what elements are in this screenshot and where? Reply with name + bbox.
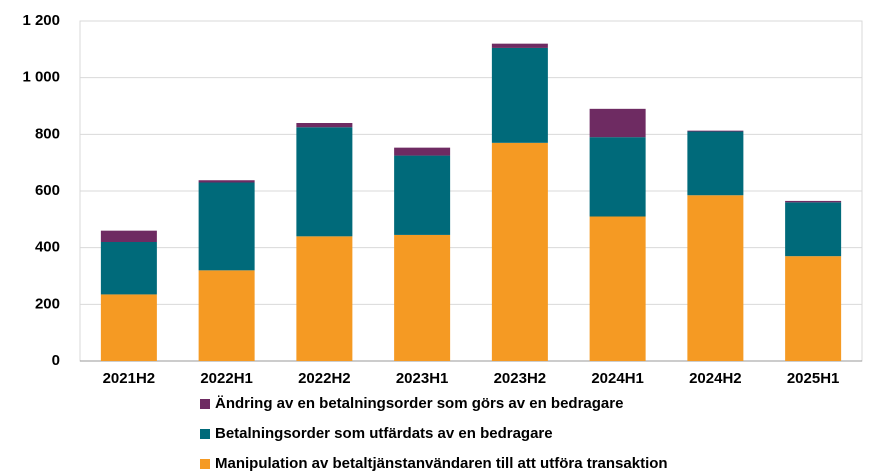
legend-label: Betalningsorder som utfärdats av en bedr…	[215, 425, 553, 442]
bar-segment	[100, 230, 157, 242]
bar-segment	[589, 137, 646, 217]
bar-segment	[198, 180, 255, 183]
y-tick-label: 800	[35, 125, 60, 142]
x-tick-label: 2024H1	[591, 370, 644, 387]
x-tick-label: 2022H2	[298, 370, 351, 387]
legend-swatch	[200, 429, 210, 439]
y-tick-label: 1 000	[22, 69, 60, 86]
bar-segment	[589, 108, 646, 138]
bar-segment	[785, 202, 842, 257]
y-tick-label: 600	[35, 182, 60, 199]
x-tick-label: 2021H2	[103, 370, 156, 387]
x-tick-label: 2024H2	[689, 370, 742, 387]
bar-segment	[100, 242, 157, 295]
bar-segment	[394, 155, 451, 235]
bar-segment	[785, 200, 842, 203]
y-tick-label: 0	[52, 352, 60, 369]
legend-swatch	[200, 459, 210, 469]
y-tick-label: 400	[35, 239, 60, 256]
bar-segment	[394, 147, 451, 156]
bar-segment	[785, 256, 842, 361]
legend-label: Manipulation av betaltjänstanvändaren ti…	[215, 455, 668, 472]
x-tick-label: 2023H2	[494, 370, 547, 387]
bar-segment	[394, 234, 451, 361]
bar-segment	[589, 216, 646, 361]
bar-segment	[296, 127, 353, 237]
bar-segment	[687, 195, 744, 361]
bar-segment	[687, 130, 744, 132]
y-tick-label: 200	[35, 295, 60, 312]
x-tick-label: 2025H1	[787, 370, 840, 387]
bar-segment	[198, 182, 255, 271]
legend-swatch	[200, 399, 210, 409]
x-tick-label: 2023H1	[396, 370, 449, 387]
bar-segment	[491, 142, 548, 361]
bar-segment	[491, 43, 548, 48]
y-tick-label: 1 200	[22, 12, 60, 29]
bar-segment	[296, 123, 353, 128]
bar-segment	[491, 47, 548, 143]
bar-segment	[198, 270, 255, 361]
x-tick-label: 2022H1	[200, 370, 253, 387]
bar-segment	[100, 294, 157, 361]
bar-segment	[687, 131, 744, 196]
bar-segment	[296, 236, 353, 361]
legend-label: Ändring av en betalningsorder som görs a…	[215, 395, 623, 412]
